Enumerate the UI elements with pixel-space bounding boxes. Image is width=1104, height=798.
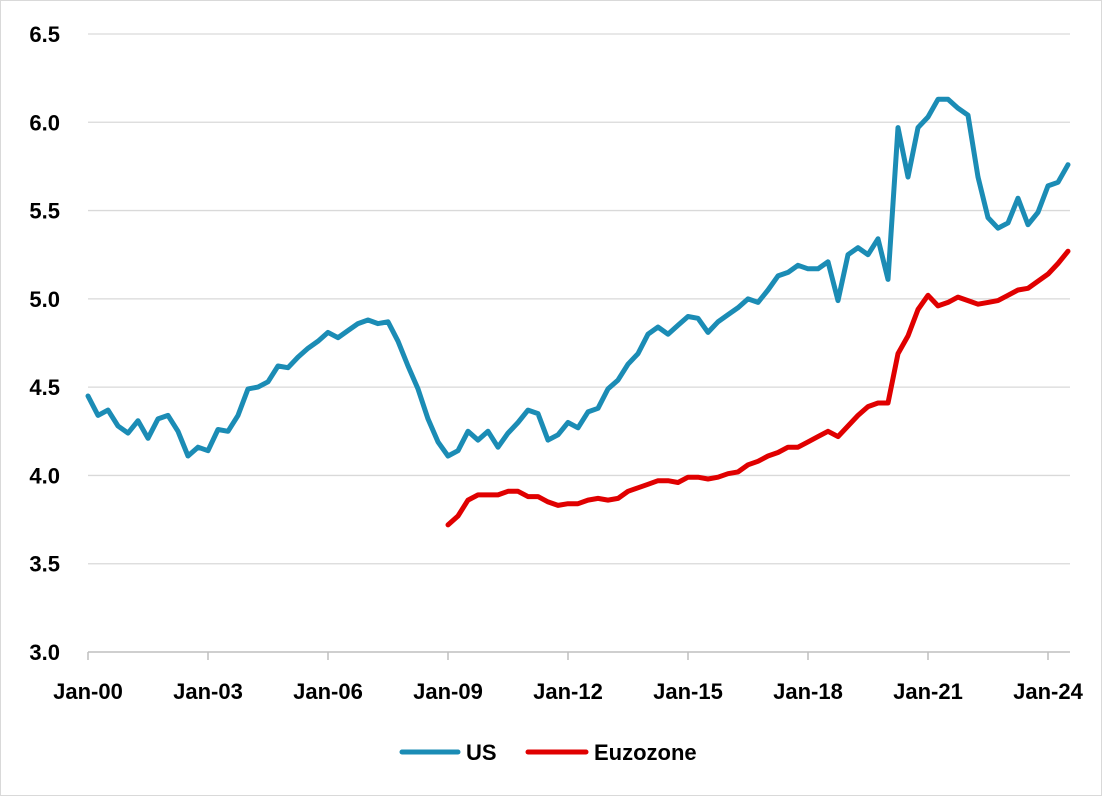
legend-label: US [466, 740, 497, 765]
series-line-1 [445, 248, 1071, 528]
x-tick-label: Jan-00 [53, 679, 123, 704]
series-line-0 [85, 96, 1071, 459]
x-tick-label: Jan-24 [1013, 679, 1083, 704]
x-tick-label: Jan-09 [413, 679, 483, 704]
x-tick-label: Jan-06 [293, 679, 363, 704]
y-tick-label: 3.0 [29, 640, 60, 665]
legend: US Euzozone [399, 740, 697, 765]
legend-item: Euzozone [525, 740, 697, 765]
x-tick-label: Jan-18 [773, 679, 843, 704]
axes: 3.0 3.5 4.0 4.5 5.0 5.5 6.0 6.5 Jan-00 Jan-03 Jan-… [29, 22, 1083, 704]
series-lines [85, 96, 1071, 528]
legend-item: US [399, 740, 497, 765]
y-tick-label: 3.5 [29, 552, 60, 577]
x-tick-label: Jan-21 [893, 679, 963, 704]
x-tick-label: Jan-12 [533, 679, 603, 704]
gridlines [88, 33, 1070, 565]
legend-label: Euzozone [594, 740, 697, 765]
y-tick-label: 5.5 [29, 199, 60, 224]
x-tick-label: Jan-15 [653, 679, 723, 704]
x-tick-label: Jan-03 [173, 679, 243, 704]
y-tick-label: 6.0 [29, 110, 60, 135]
y-tick-label: 4.5 [29, 375, 60, 400]
y-tick-label: 6.5 [29, 22, 60, 47]
y-tick-label: 4.0 [29, 463, 60, 488]
y-tick-label: 5.0 [29, 287, 60, 312]
